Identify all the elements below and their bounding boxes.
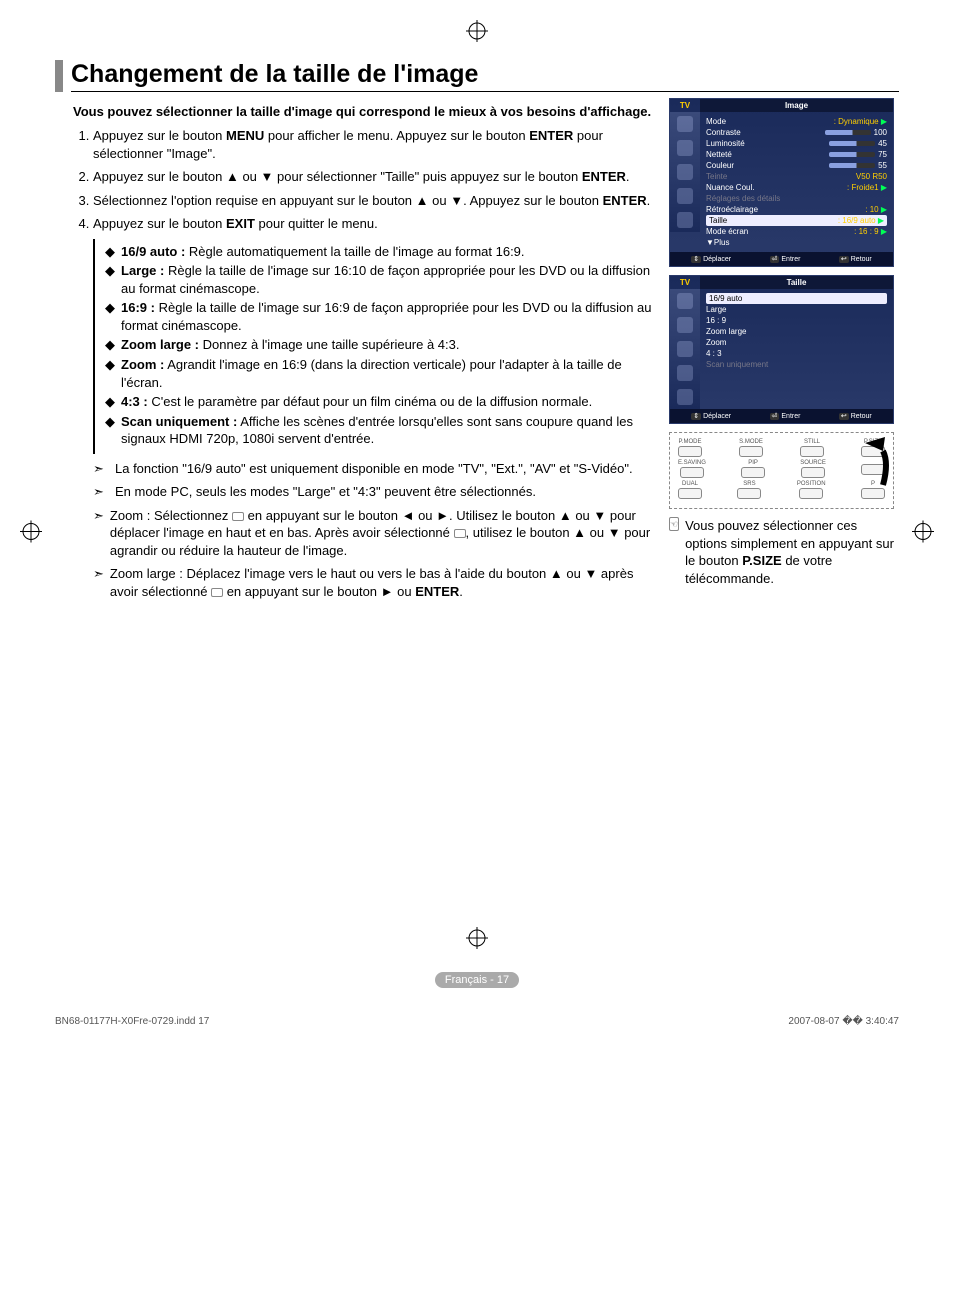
osd-item: Nuance Coul.: Froide1 ▶: [706, 182, 887, 193]
diamond-bullet-icon: ◆: [105, 356, 115, 391]
crop-mark-top: [466, 20, 488, 45]
remote-btn-still: STILL: [800, 439, 824, 457]
osd-item: Couleur55: [706, 160, 887, 171]
remote-btn-source: SOURCE: [800, 460, 826, 478]
option-5: ◆4:3 : C'est le paramètre par défaut pou…: [105, 393, 657, 411]
osd-item: Rétroéclairage: 10 ▶: [706, 204, 887, 215]
step-4: Appuyez sur le bouton EXIT pour quitter …: [93, 215, 657, 233]
note-3: ➣Zoom large : Déplacez l'image vers le h…: [93, 565, 657, 600]
crop-mark-bottom: [466, 927, 488, 952]
osd-footer-hint: ⇕Déplacer: [691, 412, 731, 420]
doc-footer: BN68-01177H-X0Fre-0729.indd 17 2007-08-0…: [55, 1016, 899, 1027]
remote-btn-srs: SRS: [737, 481, 761, 499]
diamond-bullet-icon: ◆: [105, 262, 115, 297]
note-chevron-icon: ➣: [93, 507, 104, 560]
osd2-sidebar: [670, 289, 700, 409]
option-3: ◆Zoom large : Donnez à l'image une taill…: [105, 336, 657, 354]
osd-image-menu: TV Image Mode: Dynamique ▶Contraste100Lu…: [669, 98, 894, 267]
osd-item: Large: [706, 304, 887, 315]
osd-item: Zoom large: [706, 326, 887, 337]
footer-right: 2007-08-07 �� 3:40:47: [788, 1016, 899, 1027]
remote-btn-position: POSITION: [797, 481, 826, 499]
title-accent: [55, 60, 63, 92]
note-chevron-icon: ➣: [93, 460, 109, 478]
osd-item: Scan uniquement: [706, 359, 887, 370]
tip-psize: ☜ Vous pouvez sélectionner ces options s…: [669, 517, 899, 587]
osd-item: TeinteV50 R50: [706, 171, 887, 182]
step-2: Appuyez sur le bouton ▲ ou ▼ pour sélect…: [93, 168, 657, 186]
option-6: ◆Scan uniquement : Affiche les scènes d'…: [105, 413, 657, 448]
note-1: ➣En mode PC, seuls les modes "Large" et …: [93, 483, 657, 501]
steps-list: Appuyez sur le bouton MENU pour afficher…: [93, 127, 657, 233]
osd-item: ▼Plus: [706, 237, 887, 248]
diamond-bullet-icon: ◆: [105, 393, 115, 411]
footer-left: BN68-01177H-X0Fre-0729.indd 17: [55, 1016, 209, 1027]
osd-taille-menu: TV Taille 16/9 autoLarge16 : 9Zoom large…: [669, 275, 894, 424]
page-number: Français - 17: [55, 971, 899, 986]
osd1-footer: ⇕Déplacer ⏎Entrer ↩Retour: [670, 252, 893, 266]
diamond-bullet-icon: ◆: [105, 243, 115, 261]
step-1: Appuyez sur le bouton MENU pour afficher…: [93, 127, 657, 162]
tip-text: Vous pouvez sélectionner ces options sim…: [685, 517, 899, 587]
note-chevron-icon: ➣: [93, 483, 109, 501]
osd1-sidebar: [670, 112, 700, 232]
step-3: Sélectionnez l'option requise en appuyan…: [93, 192, 657, 210]
osd1-header: Image: [700, 99, 893, 112]
osd-item: Mode: Dynamique ▶: [706, 116, 887, 127]
osd1-items: Mode: Dynamique ▶Contraste100Luminosité4…: [700, 112, 893, 252]
option-4: ◆Zoom : Agrandit l'image en 16:9 (dans l…: [105, 356, 657, 391]
osd-item: Mode écran: 16 : 9 ▶: [706, 226, 887, 237]
remote-btn-s.mode: S.MODE: [739, 439, 763, 457]
osd2-tv: TV: [670, 276, 700, 289]
remote-btn-p.mode: P.MODE: [678, 439, 702, 457]
osd-item: 16 : 9: [706, 315, 887, 326]
page-number-label: Français - 17: [435, 972, 519, 988]
section-title: Changement de la taille de l'image: [71, 60, 899, 92]
crop-mark-left: [20, 521, 42, 546]
osd-item: Netteté75: [706, 149, 887, 160]
osd-footer-hint: ⏎Entrer: [770, 255, 801, 263]
osd-item: 4 : 3: [706, 348, 887, 359]
note-2: ➣Zoom : Sélectionnez en appuyant sur le …: [93, 507, 657, 560]
option-2: ◆16:9 : Règle la taille de l'image sur 1…: [105, 299, 657, 334]
osd-footer-hint: ↩Retour: [839, 255, 872, 263]
osd-footer-hint: ↩Retour: [839, 412, 872, 420]
psize-callout-arrow: [855, 433, 891, 493]
remote-btn-dual: DUAL: [678, 481, 702, 499]
osd2-header: Taille: [700, 276, 893, 289]
section-title-bar: Changement de la taille de l'image: [55, 60, 899, 92]
osd-footer-hint: ⏎Entrer: [770, 412, 801, 420]
option-0: ◆16/9 auto : Règle automatiquement la ta…: [105, 243, 657, 261]
osd-footer-hint: ⇕Déplacer: [691, 255, 731, 263]
diamond-bullet-icon: ◆: [105, 336, 115, 354]
crop-mark-right: [912, 521, 934, 546]
osd-item: Luminosité45: [706, 138, 887, 149]
osd-item: Taille: 16/9 auto ▶: [706, 215, 887, 226]
notes-block: ➣La fonction "16/9 auto" est uniquement …: [55, 460, 657, 601]
remote-btn-e.saving: E.SAVING: [678, 460, 706, 478]
osd2-footer: ⇕Déplacer ⏎Entrer ↩Retour: [670, 409, 893, 423]
osd-item: 16/9 auto: [706, 293, 887, 304]
intro-text: Vous pouvez sélectionner la taille d'ima…: [73, 104, 657, 119]
osd-item: Réglages des détails: [706, 193, 887, 204]
osd2-items: 16/9 autoLarge16 : 9Zoom largeZoom4 : 3S…: [700, 289, 893, 374]
tip-icon: ☜: [669, 517, 679, 531]
note-chevron-icon: ➣: [93, 565, 104, 600]
remote-clip: P.MODES.MODESTILLP.SIZE E.SAVINGPIPSOURC…: [669, 432, 894, 509]
osd1-tv: TV: [670, 99, 700, 112]
remote-btn-pip: PIP: [741, 460, 765, 478]
diamond-bullet-icon: ◆: [105, 413, 115, 448]
osd-item: Contraste100: [706, 127, 887, 138]
diamond-bullet-icon: ◆: [105, 299, 115, 334]
option-1: ◆Large : Règle la taille de l'image sur …: [105, 262, 657, 297]
options-block: ◆16/9 auto : Règle automatiquement la ta…: [93, 239, 657, 454]
osd-item: Zoom: [706, 337, 887, 348]
note-0: ➣La fonction "16/9 auto" est uniquement …: [93, 460, 657, 478]
